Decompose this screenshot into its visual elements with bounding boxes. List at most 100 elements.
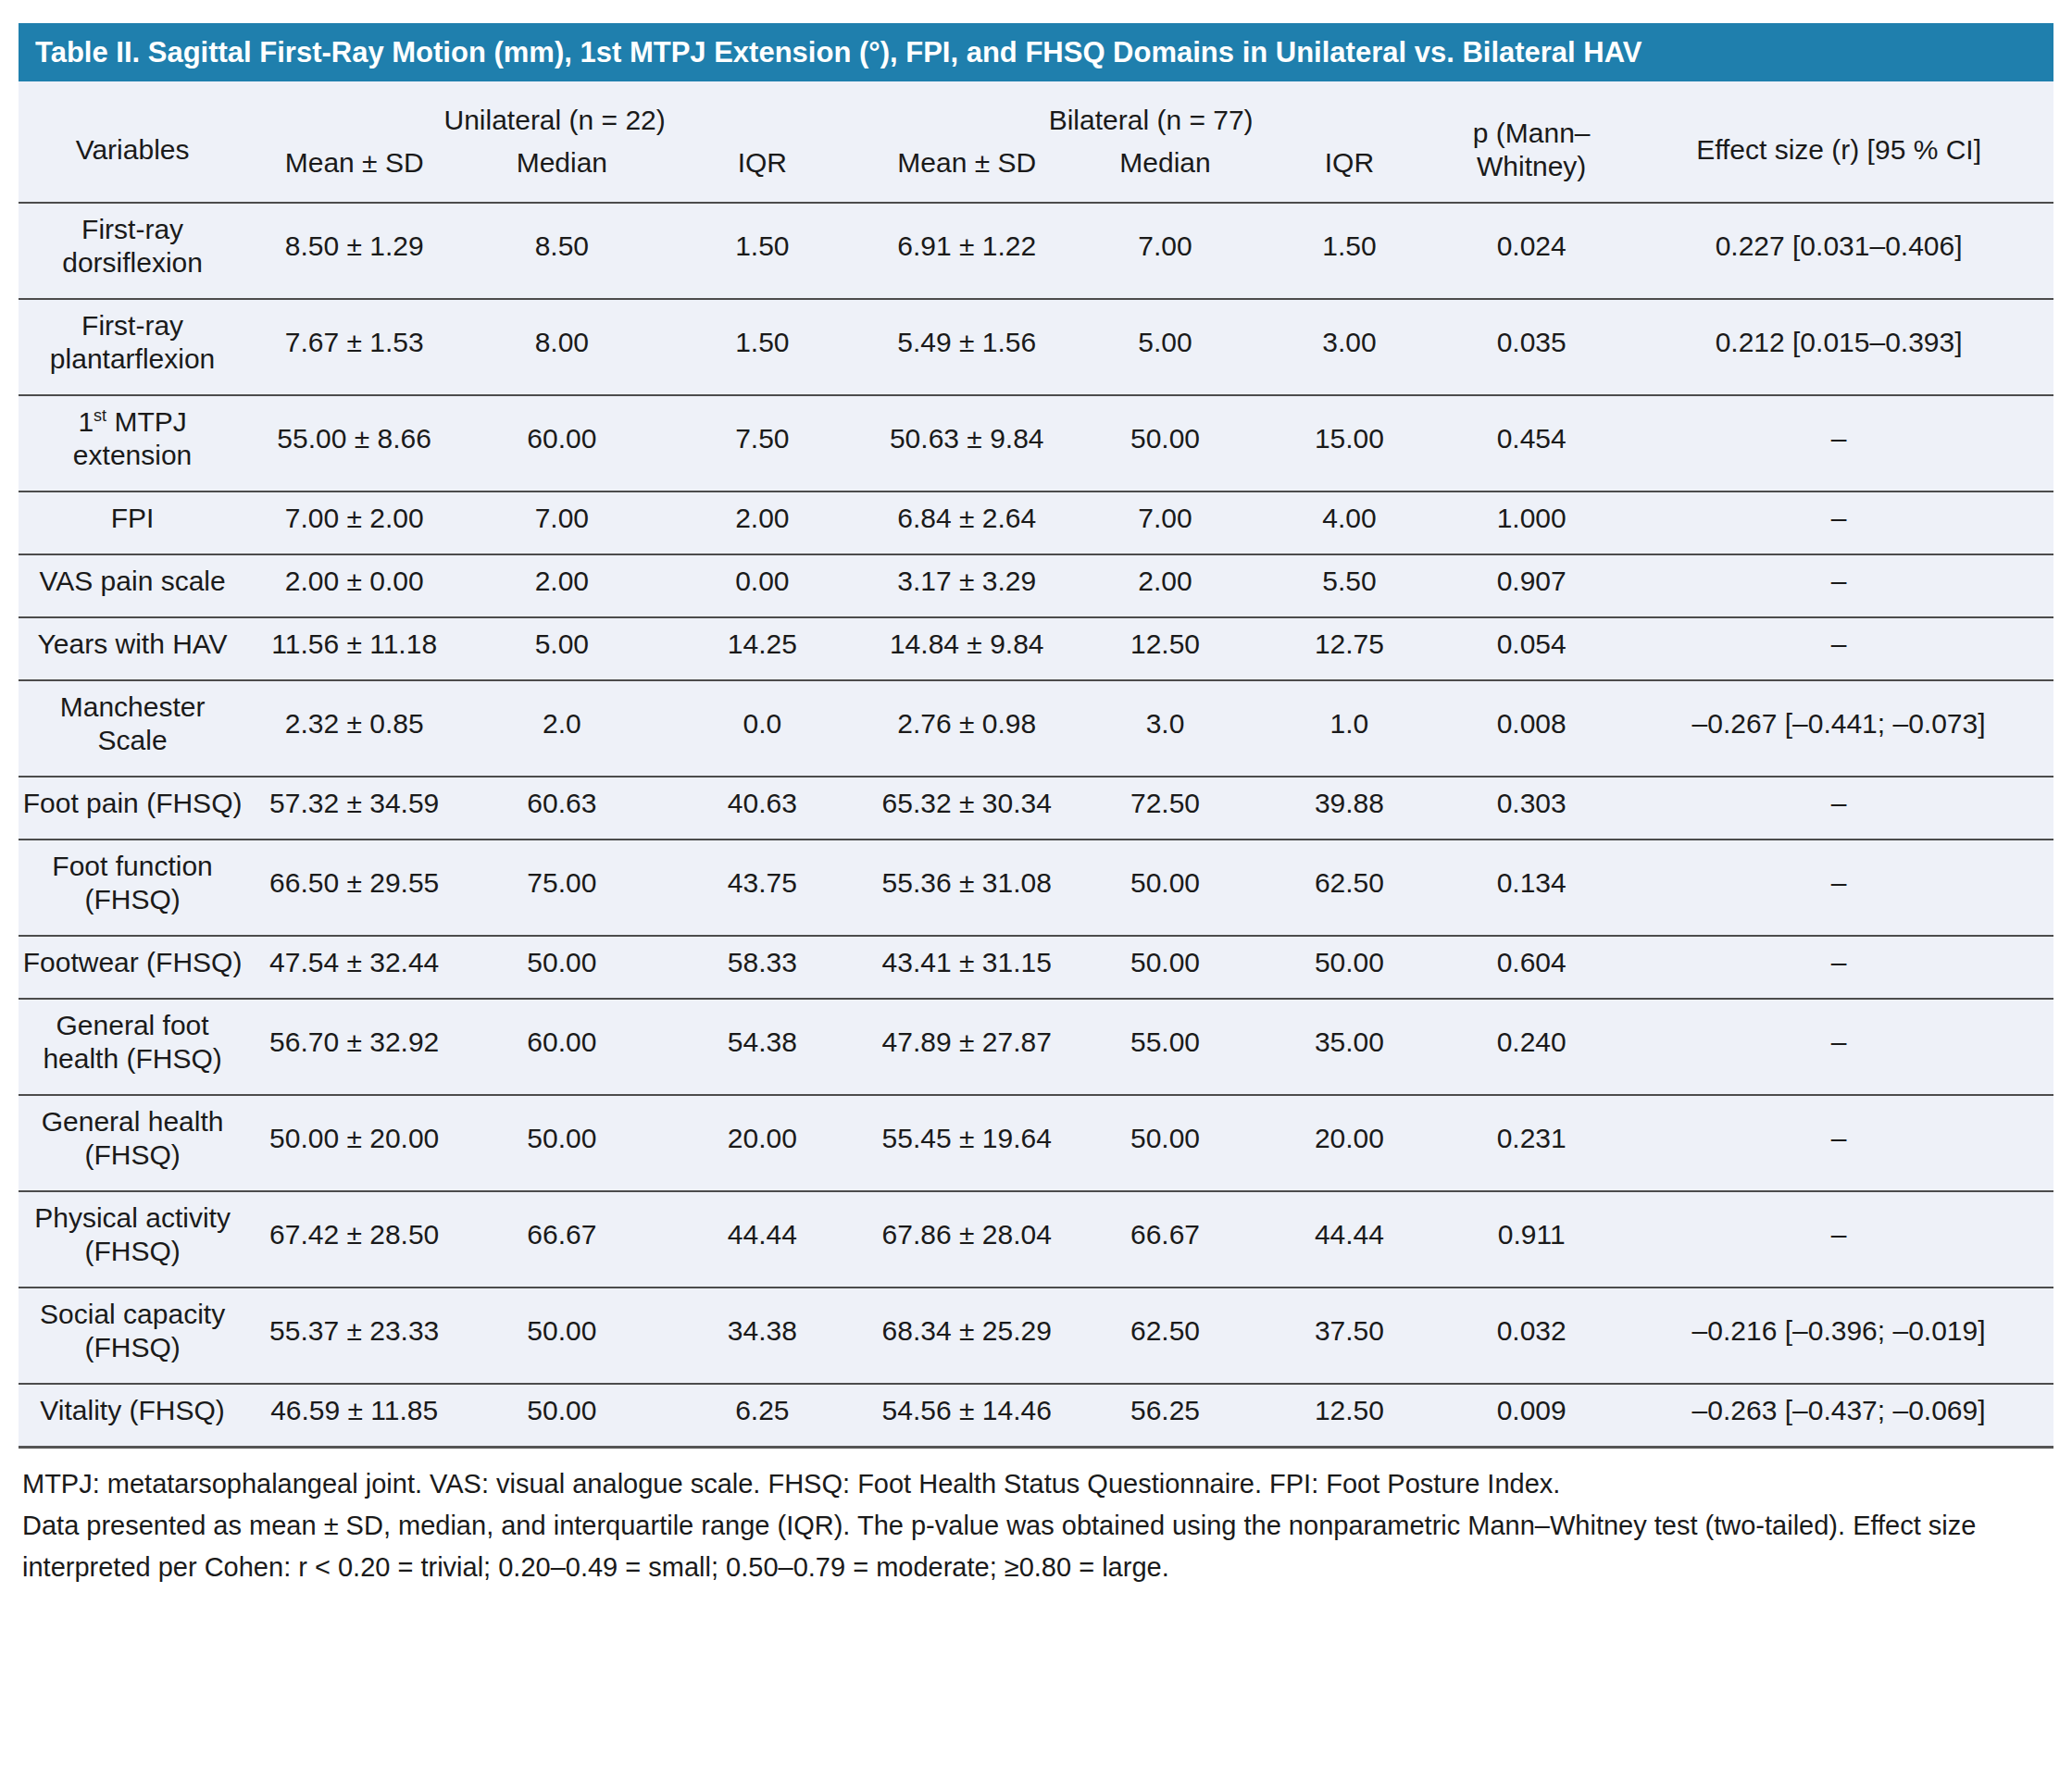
cell-p-value: 0.454 xyxy=(1439,395,1624,491)
cell-uni-iqr: 1.50 xyxy=(662,203,864,299)
subheader-uni-median: Median xyxy=(462,143,661,203)
table-body: First-ray dorsiflexion8.50 ± 1.298.501.5… xyxy=(19,203,2053,1448)
cell-row-label: Vitality (FHSQ) xyxy=(19,1384,246,1448)
cell-p-value: 1.000 xyxy=(1439,491,1624,554)
cell-effect-size: – xyxy=(1624,999,2053,1095)
cell-p-value: 0.604 xyxy=(1439,936,1624,999)
cell-uni-mean-sd: 11.56 ± 11.18 xyxy=(246,617,462,680)
col-header-p-mann-whitney: p (Mann–Whitney) xyxy=(1439,81,1624,203)
table-row: First-ray dorsiflexion8.50 ± 1.298.501.5… xyxy=(19,203,2053,299)
cell-uni-iqr: 44.44 xyxy=(662,1191,864,1288)
cell-effect-size: – xyxy=(1624,1095,2053,1191)
cell-bil-median: 50.00 xyxy=(1070,936,1259,999)
cell-bil-median: 5.00 xyxy=(1070,299,1259,395)
cell-row-label: VAS pain scale xyxy=(19,554,246,617)
cell-effect-size: – xyxy=(1624,554,2053,617)
cell-uni-median: 50.00 xyxy=(462,1288,661,1384)
cell-uni-mean-sd: 50.00 ± 20.00 xyxy=(246,1095,462,1191)
cell-bil-mean-sd: 65.32 ± 30.34 xyxy=(863,777,1070,840)
results-table: Variables Unilateral (n = 22) Bilateral … xyxy=(19,81,2053,1449)
cell-bil-iqr: 12.75 xyxy=(1260,617,1439,680)
cell-uni-median: 2.0 xyxy=(462,680,661,777)
cell-bil-mean-sd: 2.76 ± 0.98 xyxy=(863,680,1070,777)
cell-p-value: 0.024 xyxy=(1439,203,1624,299)
table-figure: Table II. Sagittal First-Ray Motion (mm)… xyxy=(0,0,2072,1598)
cell-uni-iqr: 20.00 xyxy=(662,1095,864,1191)
cell-effect-size: – xyxy=(1624,936,2053,999)
cell-uni-mean-sd: 55.37 ± 23.33 xyxy=(246,1288,462,1384)
cell-bil-iqr: 12.50 xyxy=(1260,1384,1439,1448)
cell-uni-mean-sd: 47.54 ± 32.44 xyxy=(246,936,462,999)
cell-row-label: Manchester Scale xyxy=(19,680,246,777)
group-header-unilateral: Unilateral (n = 22) xyxy=(246,81,863,143)
table-row: Manchester Scale2.32 ± 0.852.00.02.76 ± … xyxy=(19,680,2053,777)
cell-p-value: 0.134 xyxy=(1439,840,1624,936)
cell-bil-median: 56.25 xyxy=(1070,1384,1259,1448)
table-row: Years with HAV11.56 ± 11.185.0014.2514.8… xyxy=(19,617,2053,680)
subheader-bil-iqr: IQR xyxy=(1260,143,1439,203)
cell-uni-iqr: 0.00 xyxy=(662,554,864,617)
cell-p-value: 0.240 xyxy=(1439,999,1624,1095)
cell-uni-iqr: 6.25 xyxy=(662,1384,864,1448)
cell-uni-mean-sd: 55.00 ± 8.66 xyxy=(246,395,462,491)
col-header-effect-size: Effect size (r) [95 % CI] xyxy=(1624,81,2053,203)
cell-uni-iqr: 34.38 xyxy=(662,1288,864,1384)
cell-bil-mean-sd: 43.41 ± 31.15 xyxy=(863,936,1070,999)
table-title: Table II. Sagittal First-Ray Motion (mm)… xyxy=(19,23,2053,81)
cell-bil-mean-sd: 6.84 ± 2.64 xyxy=(863,491,1070,554)
cell-bil-mean-sd: 55.36 ± 31.08 xyxy=(863,840,1070,936)
cell-uni-mean-sd: 57.32 ± 34.59 xyxy=(246,777,462,840)
cell-bil-iqr: 15.00 xyxy=(1260,395,1439,491)
cell-bil-median: 3.0 xyxy=(1070,680,1259,777)
cell-row-label: Social capacity (FHSQ) xyxy=(19,1288,246,1384)
table-row: VAS pain scale2.00 ± 0.002.000.003.17 ± … xyxy=(19,554,2053,617)
cell-effect-size: –0.263 [–0.437; –0.069] xyxy=(1624,1384,2053,1448)
cell-p-value: 0.008 xyxy=(1439,680,1624,777)
cell-bil-iqr: 39.88 xyxy=(1260,777,1439,840)
cell-uni-iqr: 1.50 xyxy=(662,299,864,395)
table-footnotes: MTPJ: metatarsophalangeal joint. VAS: vi… xyxy=(19,1449,2053,1588)
cell-row-label: General foot health (FHSQ) xyxy=(19,999,246,1095)
cell-row-label: FPI xyxy=(19,491,246,554)
cell-row-label: Footwear (FHSQ) xyxy=(19,936,246,999)
cell-row-label: Foot function (FHSQ) xyxy=(19,840,246,936)
cell-uni-median: 50.00 xyxy=(462,1095,661,1191)
cell-uni-mean-sd: 2.00 ± 0.00 xyxy=(246,554,462,617)
footnote-methods: Data presented as mean ± SD, median, and… xyxy=(22,1505,2050,1588)
cell-bil-iqr: 4.00 xyxy=(1260,491,1439,554)
cell-bil-iqr: 35.00 xyxy=(1260,999,1439,1095)
cell-uni-mean-sd: 67.42 ± 28.50 xyxy=(246,1191,462,1288)
cell-effect-size: – xyxy=(1624,1191,2053,1288)
cell-effect-size: 0.212 [0.015–0.393] xyxy=(1624,299,2053,395)
table-row: FPI7.00 ± 2.007.002.006.84 ± 2.647.004.0… xyxy=(19,491,2053,554)
table-row: Physical activity (FHSQ)67.42 ± 28.5066.… xyxy=(19,1191,2053,1288)
cell-bil-iqr: 1.0 xyxy=(1260,680,1439,777)
cell-p-value: 0.035 xyxy=(1439,299,1624,395)
table-header: Variables Unilateral (n = 22) Bilateral … xyxy=(19,81,2053,203)
table-row: First-ray plantarflexion7.67 ± 1.538.001… xyxy=(19,299,2053,395)
cell-bil-iqr: 1.50 xyxy=(1260,203,1439,299)
footnote-abbreviations: MTPJ: metatarsophalangeal joint. VAS: vi… xyxy=(22,1463,2050,1505)
cell-bil-mean-sd: 50.63 ± 9.84 xyxy=(863,395,1070,491)
cell-p-value: 0.054 xyxy=(1439,617,1624,680)
subheader-bil-median: Median xyxy=(1070,143,1259,203)
cell-uni-iqr: 58.33 xyxy=(662,936,864,999)
cell-uni-median: 8.50 xyxy=(462,203,661,299)
cell-uni-mean-sd: 56.70 ± 32.92 xyxy=(246,999,462,1095)
cell-p-value: 0.907 xyxy=(1439,554,1624,617)
cell-p-value: 0.303 xyxy=(1439,777,1624,840)
cell-bil-median: 72.50 xyxy=(1070,777,1259,840)
cell-row-label: First-ray plantarflexion xyxy=(19,299,246,395)
subheader-uni-iqr: IQR xyxy=(662,143,864,203)
cell-bil-iqr: 50.00 xyxy=(1260,936,1439,999)
cell-bil-median: 7.00 xyxy=(1070,491,1259,554)
cell-bil-iqr: 5.50 xyxy=(1260,554,1439,617)
subheader-uni-mean-sd: Mean ± SD xyxy=(246,143,462,203)
cell-uni-iqr: 40.63 xyxy=(662,777,864,840)
cell-bil-iqr: 3.00 xyxy=(1260,299,1439,395)
cell-uni-median: 60.63 xyxy=(462,777,661,840)
table-row: Vitality (FHSQ)46.59 ± 11.8550.006.2554.… xyxy=(19,1384,2053,1448)
cell-bil-mean-sd: 54.56 ± 14.46 xyxy=(863,1384,1070,1448)
table-row: Footwear (FHSQ)47.54 ± 32.44 50.00 58.3343… xyxy=(19,936,2053,999)
cell-uni-iqr: 14.25 xyxy=(662,617,864,680)
